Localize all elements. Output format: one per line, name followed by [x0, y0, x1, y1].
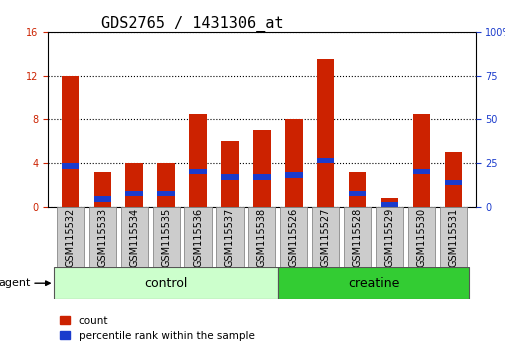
- Text: GSM115528: GSM115528: [352, 207, 362, 267]
- Bar: [412, 169, 429, 174]
- Text: control: control: [144, 277, 187, 290]
- Bar: [316, 59, 334, 207]
- Text: GSM115538: GSM115538: [257, 207, 266, 267]
- Bar: [343, 207, 370, 267]
- Bar: [380, 198, 397, 207]
- Bar: [312, 207, 338, 267]
- Bar: [380, 202, 397, 207]
- Bar: [407, 207, 434, 267]
- Text: GSM115526: GSM115526: [288, 207, 298, 267]
- Text: agent: agent: [0, 278, 30, 288]
- Bar: [189, 169, 207, 174]
- Bar: [252, 130, 270, 207]
- Bar: [125, 163, 143, 207]
- Bar: [157, 163, 175, 207]
- Text: GSM115536: GSM115536: [192, 207, 203, 267]
- Bar: [252, 174, 270, 180]
- Text: GDS2765 / 1431306_at: GDS2765 / 1431306_at: [101, 16, 283, 32]
- Text: creatine: creatine: [347, 277, 398, 290]
- Text: GSM115537: GSM115537: [225, 207, 234, 267]
- Bar: [221, 174, 238, 180]
- Bar: [57, 207, 84, 267]
- Bar: [62, 163, 79, 169]
- Text: GSM115527: GSM115527: [320, 207, 330, 267]
- Bar: [88, 207, 116, 267]
- Text: GSM115532: GSM115532: [65, 207, 75, 267]
- Bar: [221, 141, 238, 207]
- Bar: [55, 267, 277, 299]
- Bar: [248, 207, 275, 267]
- Bar: [125, 191, 143, 196]
- Bar: [284, 120, 302, 207]
- Bar: [316, 158, 334, 163]
- Bar: [153, 207, 179, 267]
- Bar: [444, 180, 461, 185]
- Bar: [216, 207, 243, 267]
- Bar: [439, 207, 466, 267]
- Bar: [280, 207, 307, 267]
- Bar: [93, 196, 111, 202]
- Bar: [284, 172, 302, 177]
- Bar: [444, 152, 461, 207]
- Bar: [93, 172, 111, 207]
- Bar: [184, 207, 211, 267]
- Bar: [277, 267, 468, 299]
- Text: GSM115533: GSM115533: [97, 207, 107, 267]
- Legend: count, percentile rank within the sample: count, percentile rank within the sample: [56, 312, 258, 345]
- Bar: [157, 191, 175, 196]
- Bar: [62, 76, 79, 207]
- Bar: [348, 172, 366, 207]
- Text: GSM115534: GSM115534: [129, 207, 139, 267]
- Text: GSM115535: GSM115535: [161, 207, 171, 267]
- Text: GSM115530: GSM115530: [416, 207, 426, 267]
- Bar: [348, 191, 366, 196]
- Bar: [412, 114, 429, 207]
- Bar: [189, 114, 207, 207]
- Bar: [375, 207, 402, 267]
- Bar: [120, 207, 147, 267]
- Text: GSM115529: GSM115529: [384, 207, 394, 267]
- Text: GSM115531: GSM115531: [447, 207, 458, 267]
